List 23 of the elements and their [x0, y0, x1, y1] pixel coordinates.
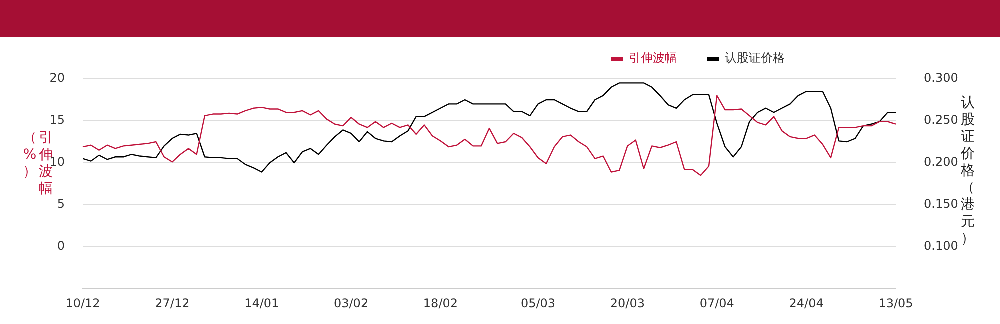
y-tick-label: 20: [50, 71, 65, 86]
x-tick-label: 27/12: [155, 296, 190, 310]
legend-label: 引伸波幅: [629, 50, 677, 67]
y-tick-label: 15: [50, 113, 65, 128]
y-tick-label: 0: [57, 239, 65, 254]
x-tick-label: 03/02: [334, 296, 369, 310]
x-tick-label: 07/04: [700, 296, 734, 310]
y2-tick-label: 0.200: [924, 155, 958, 170]
y2-tick-label: 0.100: [924, 239, 958, 254]
x-tick-label: 18/02: [423, 296, 458, 310]
x-tick-label: 20/03: [610, 296, 646, 310]
text: 认股证价格（港元）: [961, 95, 975, 247]
y2-tick-label: 0.250: [924, 113, 958, 128]
legend-label: 认股证价格: [725, 50, 785, 67]
x-tick-label: 13/05: [878, 296, 914, 310]
x-tick-label: 14/01: [244, 296, 280, 310]
x-tick-label: 24/04: [789, 296, 824, 310]
x-tick-label: 05/03: [520, 296, 556, 310]
y-tick-label: 5: [57, 197, 65, 212]
text: 引伸波幅（%）: [23, 130, 53, 197]
x-tick-label: 10/12: [66, 296, 100, 310]
y2-tick-label: 0.150: [924, 197, 958, 212]
y2-tick-label: 0.300: [924, 71, 958, 86]
